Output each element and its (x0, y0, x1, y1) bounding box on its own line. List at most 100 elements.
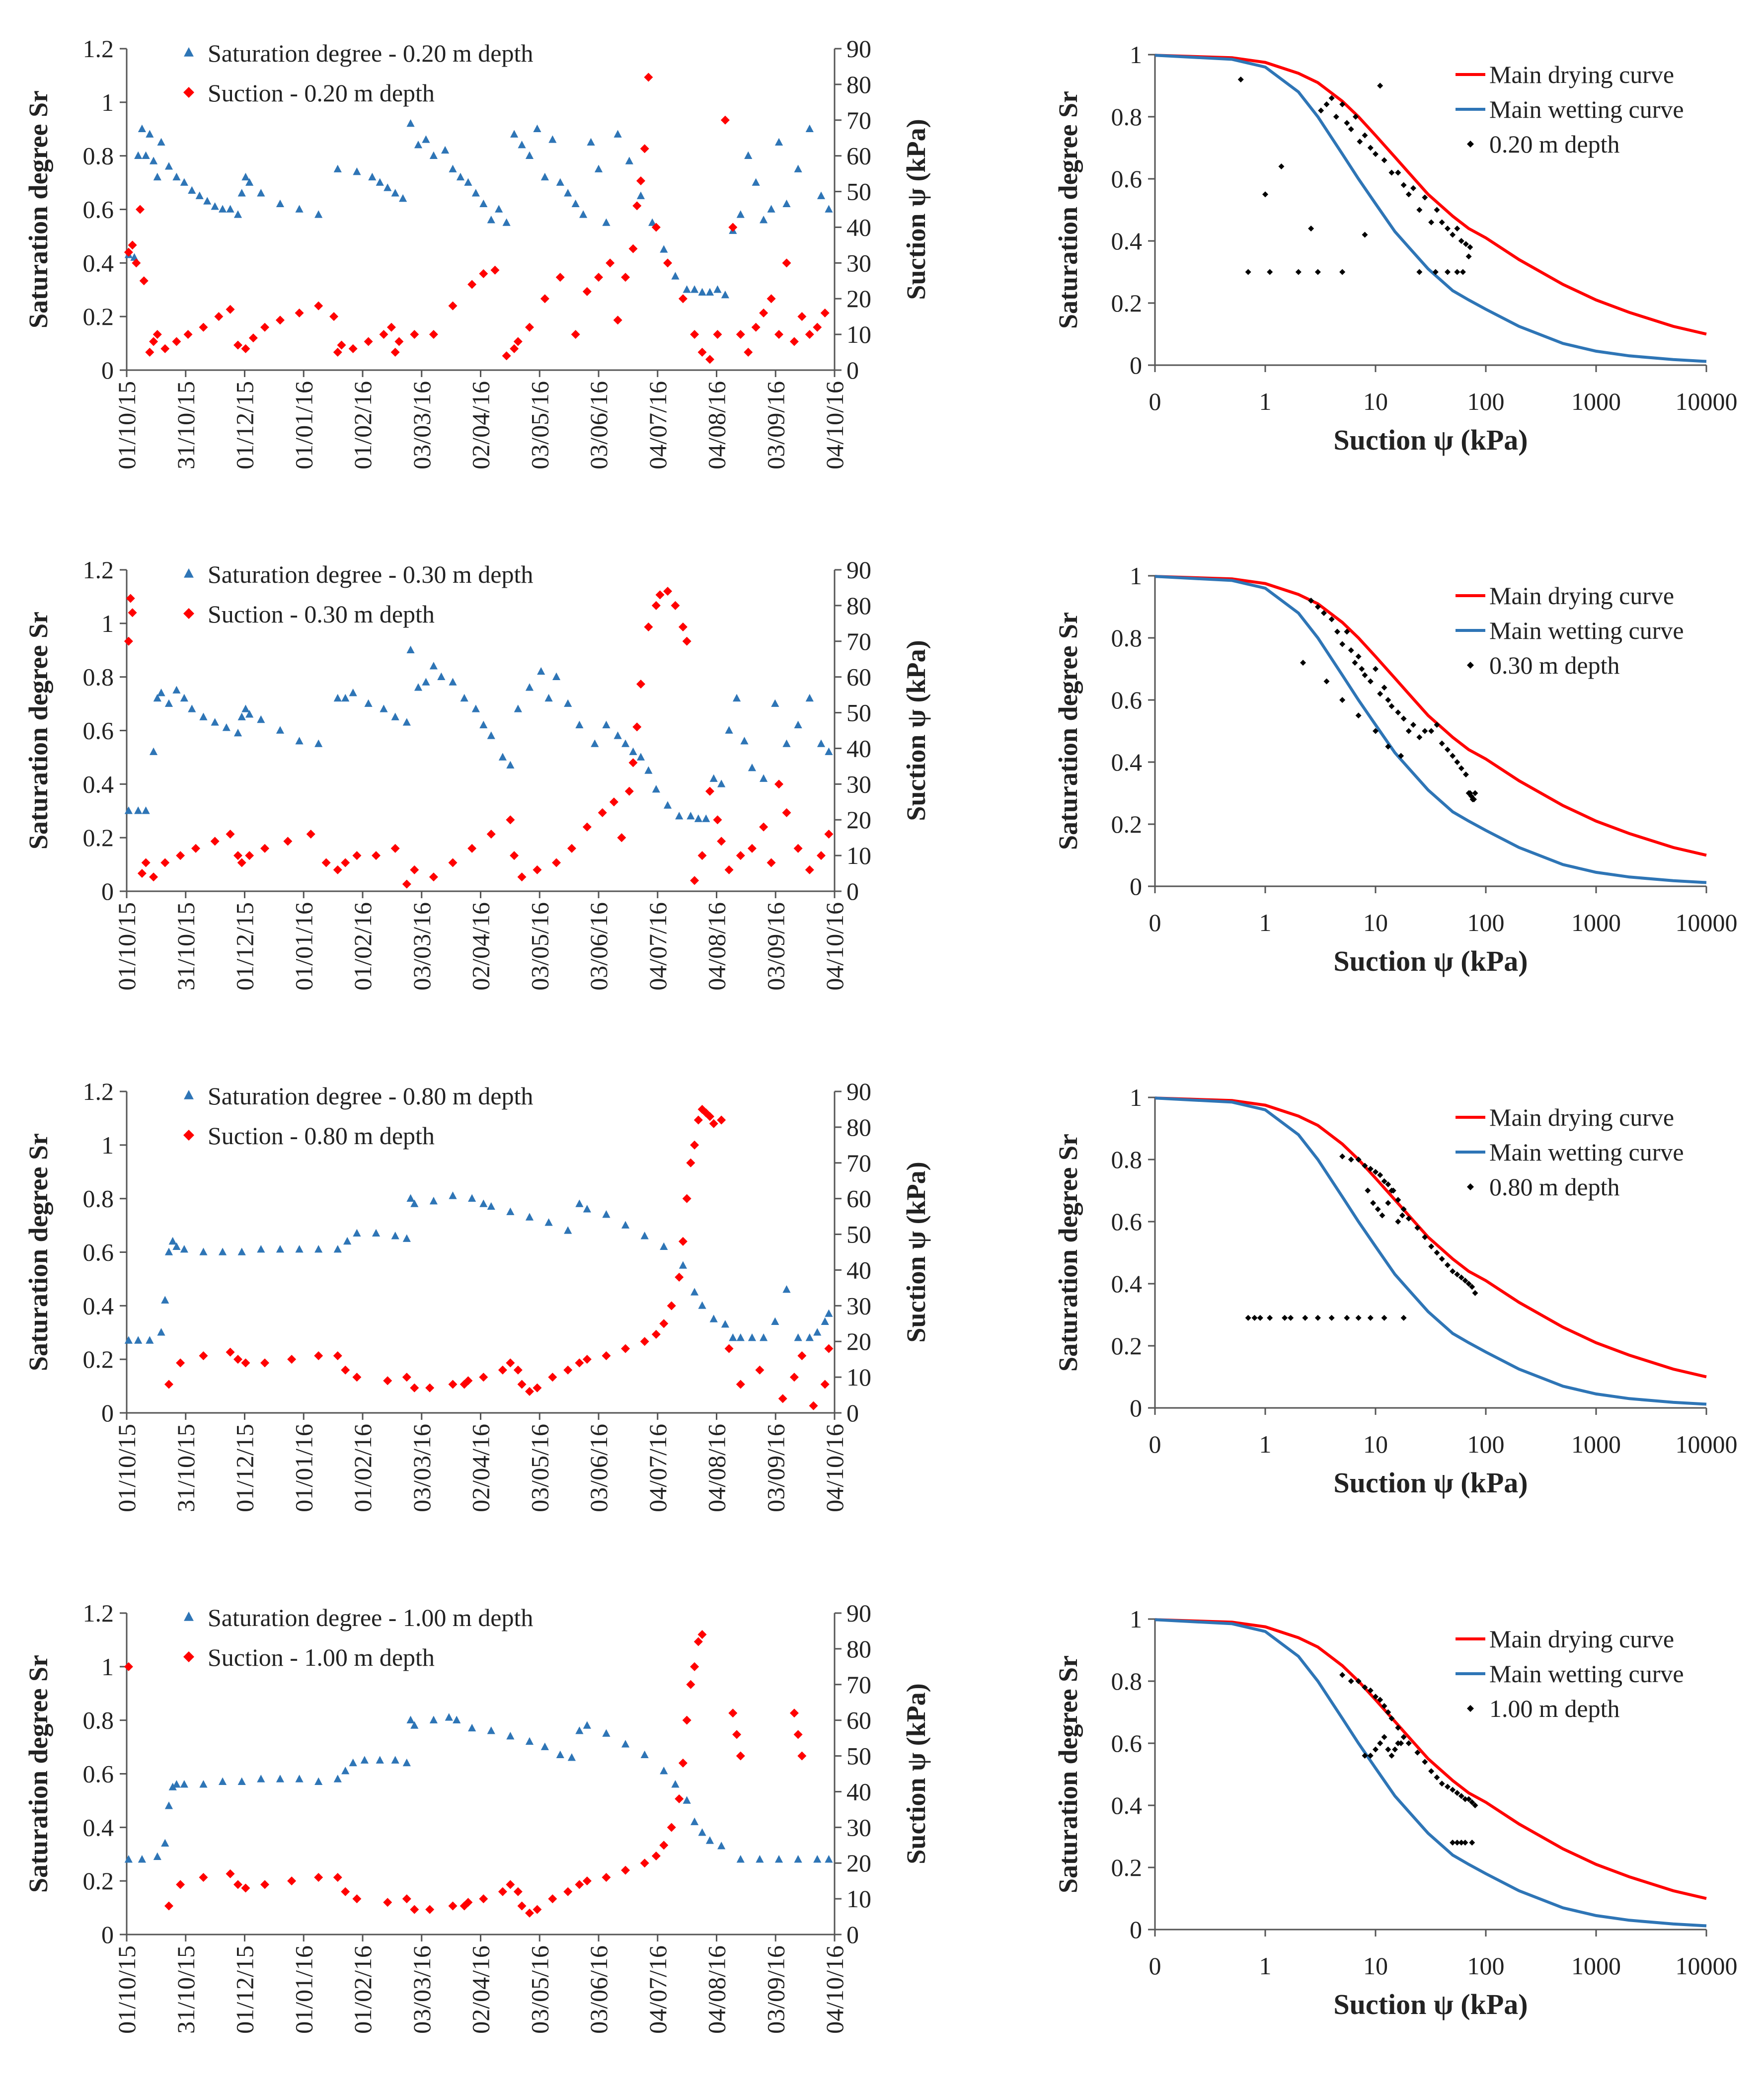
suction-point (379, 330, 388, 339)
left-tick-label: 1 (101, 1653, 114, 1681)
measured-point (1352, 660, 1358, 666)
measured-point (1359, 666, 1365, 672)
measured-point (1450, 753, 1456, 759)
x-tick-label: 1000 (1571, 387, 1621, 415)
right-tick-label: 30 (846, 1292, 871, 1319)
sr-point (168, 1237, 177, 1245)
suction-point (410, 865, 419, 874)
right-tick-label: 10 (846, 842, 871, 869)
measured-point (1439, 1781, 1445, 1787)
measured-point (1381, 1734, 1387, 1740)
suction-point (329, 312, 339, 321)
measured-point (1395, 1219, 1401, 1225)
legend-drying-label: Main drying curve (1489, 1625, 1674, 1653)
suction-point (199, 1351, 208, 1360)
measured-point (1362, 1684, 1368, 1691)
sr-point (211, 202, 219, 210)
x-tick-label: 1 (1259, 387, 1272, 415)
x-tick-label: 01/01/16 (290, 1945, 317, 2034)
suction-point (563, 1365, 573, 1375)
measured-point (1373, 1169, 1379, 1175)
suction-point (513, 337, 523, 346)
sr-point (453, 1715, 461, 1723)
x-tick-label: 10000 (1676, 909, 1738, 936)
suction-point (517, 1901, 527, 1911)
sr-point (817, 739, 826, 747)
suction-point (425, 1905, 435, 1914)
sr-point (314, 210, 323, 218)
left-tick-label: 1 (101, 88, 114, 116)
measured-point (1405, 728, 1412, 734)
suction-point (690, 876, 699, 885)
suction-point (383, 1898, 392, 1907)
right-tick-label: 40 (846, 213, 871, 241)
sr-point (142, 151, 150, 159)
sr-point (237, 1777, 246, 1785)
suction-point (644, 73, 653, 82)
sr-point (199, 712, 208, 720)
measured-point (1405, 1215, 1412, 1222)
right-tick-label: 70 (846, 627, 871, 655)
y-tick-label: 0.2 (1111, 1332, 1143, 1360)
measured-point (1439, 1256, 1445, 1262)
suction-point (598, 808, 607, 817)
time-series-panel-1: 0 0.2 0.4 0.6 0.8 1 1.2 0 10 20 30 40 50 60 70 80 90 01/1… (23, 556, 931, 991)
left-tick-label: 0.2 (83, 1867, 114, 1895)
suction-point (153, 330, 162, 339)
sr-point (471, 189, 480, 197)
sr-point (402, 1758, 411, 1767)
sr-point (510, 130, 519, 138)
sr-point (456, 172, 465, 181)
suction-point (260, 322, 270, 332)
suction-point (624, 786, 634, 796)
sr-point (406, 1715, 415, 1723)
right-tick-label: 80 (846, 1113, 871, 1141)
sr-point (146, 1336, 154, 1344)
measured-point (1348, 647, 1354, 653)
suction-point (525, 1908, 534, 1918)
left-tick-label: 0 (101, 1921, 114, 1948)
measured-point (1348, 1678, 1354, 1684)
sr-point (683, 1796, 691, 1804)
suction-point (402, 879, 411, 889)
suction-point (816, 851, 826, 860)
measured-point (1357, 139, 1363, 145)
suction-point (767, 294, 776, 304)
suction-point (237, 858, 246, 867)
measured-point (1385, 1181, 1391, 1187)
measured-point (1344, 120, 1350, 126)
left-tick-label: 0.4 (83, 770, 114, 798)
legend-sr-marker (184, 1612, 194, 1621)
sr-point (410, 1721, 419, 1729)
sr-point (614, 130, 622, 138)
sr-point (180, 178, 188, 186)
right-tick-label: 80 (846, 592, 871, 620)
sr-point (333, 1245, 342, 1253)
suction-point (797, 312, 807, 321)
sr-point (391, 1756, 399, 1764)
suction-point (241, 1883, 250, 1893)
sr-point (138, 1855, 146, 1863)
measured-point (1400, 1734, 1407, 1740)
sr-point (813, 1328, 822, 1336)
measured-point (1370, 1200, 1377, 1206)
suction-point (820, 1380, 830, 1389)
left-tick-label: 1.2 (83, 1599, 114, 1627)
suction-point (747, 844, 757, 853)
measured-point (1362, 232, 1368, 238)
suction-point (602, 1872, 611, 1882)
suction-point (425, 1383, 435, 1393)
sr-point (276, 726, 285, 734)
suction-point (678, 1237, 688, 1246)
sr-point (164, 699, 173, 707)
legend-points-marker (1467, 662, 1474, 669)
suction-point (245, 851, 254, 860)
suction-point (820, 308, 830, 317)
suction-point (640, 144, 649, 154)
suction-point (797, 1351, 807, 1360)
suction-point (571, 330, 580, 339)
sr-point (391, 1232, 399, 1240)
measured-point (1373, 151, 1379, 157)
sr-point (295, 737, 304, 745)
sr-point (525, 151, 534, 159)
